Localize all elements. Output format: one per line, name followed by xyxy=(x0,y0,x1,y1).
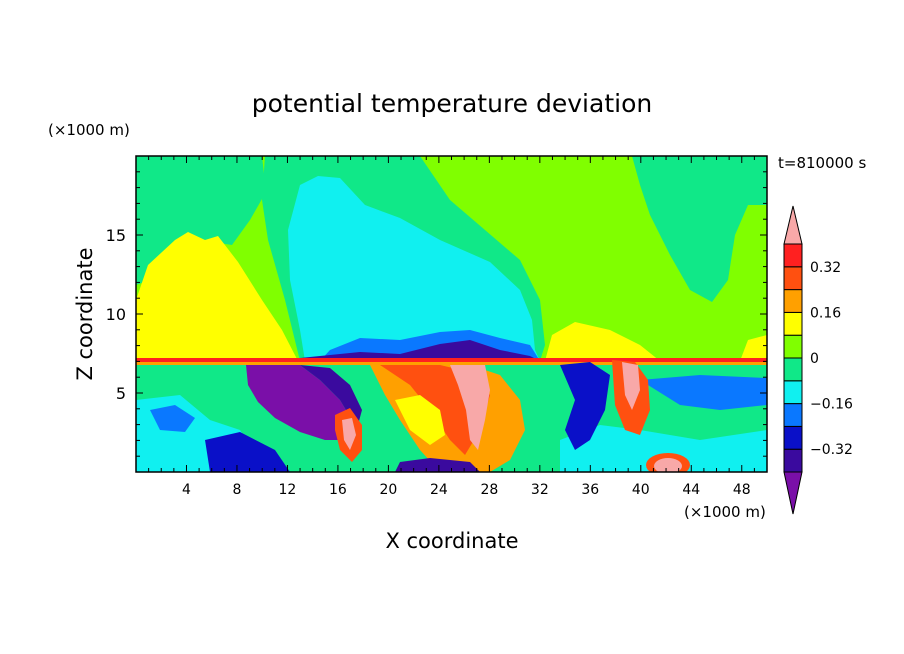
x-tick-label: 24 xyxy=(430,482,448,498)
y-tick-label: 10 xyxy=(106,305,126,324)
inversion-stripe-orange xyxy=(136,362,767,365)
colorbar-box xyxy=(783,357,803,382)
region-blue-lower-far-right xyxy=(640,375,767,410)
colorbar-box xyxy=(783,311,803,336)
inversion-stripe-red xyxy=(136,358,767,362)
region-warm-blob-left-core xyxy=(342,418,356,450)
region-warm-blob-bottom-right-core xyxy=(654,458,682,472)
x-tick-label: 44 xyxy=(682,482,700,498)
region-yellow-right xyxy=(545,322,660,361)
x-tick-label: 48 xyxy=(733,482,751,498)
x-axis-label: X coordinate xyxy=(385,529,518,553)
colorbar-extend-high xyxy=(783,205,803,245)
x-tick-label: 28 xyxy=(480,482,498,498)
colorbar-tick-label: 0.16 xyxy=(810,305,841,321)
colorbar-box xyxy=(783,243,803,268)
x-tick-label: 4 xyxy=(182,482,191,498)
region-yellow-far-right xyxy=(740,335,767,361)
region-cyan-lower-right xyxy=(560,425,767,472)
colorbar-box xyxy=(783,380,803,405)
heatmap-field xyxy=(136,156,767,472)
x-tick-label: 32 xyxy=(531,482,549,498)
x-tick-label: 20 xyxy=(379,482,397,498)
colorbar: 0.32 0.16 0 −0.16 −0.32 xyxy=(783,205,853,515)
colorbar-box xyxy=(783,448,803,473)
region-blue-lower-left xyxy=(150,405,195,432)
y-tick-label: 15 xyxy=(106,226,126,245)
region-dark-blue-band xyxy=(300,340,540,361)
colorbar-box xyxy=(783,403,803,427)
time-label: t=810000 s xyxy=(778,154,866,172)
x-tick-label: 8 xyxy=(232,482,241,498)
colorbar-box xyxy=(783,425,803,450)
colorbar-tick-label: 0.32 xyxy=(810,260,841,276)
region-warm-column-right-core xyxy=(622,362,640,410)
x-tick-label: 12 xyxy=(279,482,297,498)
x-tick-label: 40 xyxy=(632,482,650,498)
x-unit-label: (×1000 m) xyxy=(684,503,766,521)
region-dark-blue-bottom xyxy=(395,458,480,472)
x-tick-label: 36 xyxy=(581,482,599,498)
colorbar-tick-label: 0 xyxy=(810,351,819,367)
region-warm-plume-yellow xyxy=(395,395,445,445)
colorbar-tick-label: −0.16 xyxy=(810,397,853,413)
region-warm-plume-pink xyxy=(450,365,490,450)
y-tick-label: 5 xyxy=(116,384,126,403)
colorbar-box xyxy=(783,334,803,359)
region-green-top-right xyxy=(632,156,767,302)
chart-title: potential temperature deviation xyxy=(252,89,652,118)
region-dark-blue-rim xyxy=(300,365,362,440)
colorbar-tick-label: −0.32 xyxy=(810,442,853,458)
colorbar-extend-low xyxy=(783,471,803,515)
y-unit-label: (×1000 m) xyxy=(48,121,130,139)
region-yellow-left xyxy=(136,232,298,361)
region-blue-lower-mid xyxy=(205,432,290,472)
colorbar-box xyxy=(783,289,803,313)
x-tick-label: 16 xyxy=(329,482,347,498)
region-cyan-plume xyxy=(288,176,540,361)
region-blue-lower-right xyxy=(560,362,610,450)
y-axis-label: Z coordinate xyxy=(73,247,97,380)
colorbar-box xyxy=(783,266,803,291)
region-purple-cold-blob xyxy=(246,365,352,440)
